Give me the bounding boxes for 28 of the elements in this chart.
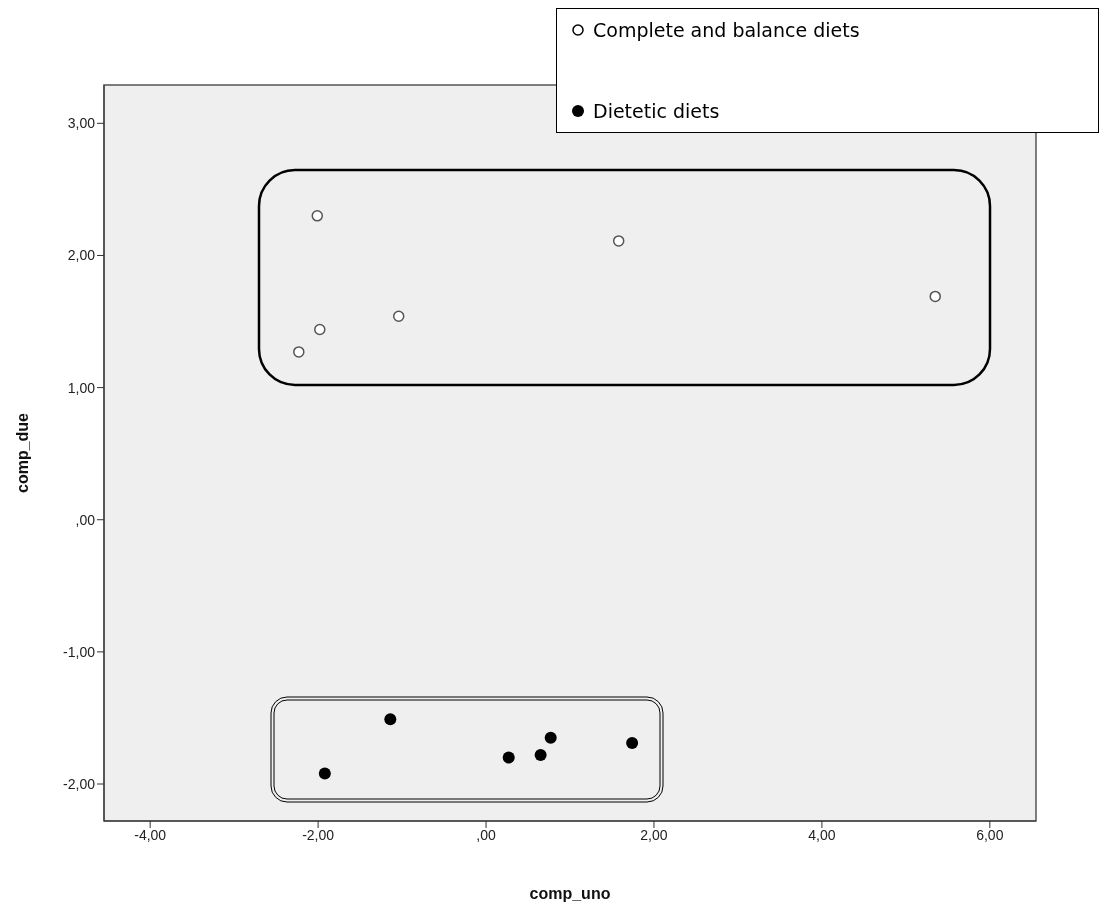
point [293,346,305,358]
x-tick-label: -4,00 [134,826,167,843]
point [311,210,324,222]
y-tick-label: 3,00 [67,115,96,132]
point [384,713,397,726]
y-tick-label: 1,00 [67,379,96,396]
point [929,290,941,303]
y-tick-label: ,00 [75,511,96,528]
point [534,748,547,761]
point [502,751,515,764]
point [314,323,326,336]
legend-label: Complete and balance diets [593,19,860,41]
y-axis-title: comp_due [13,412,31,494]
x-tick-label: 6,00 [976,826,1004,843]
y-tick-label: -2,00 [63,775,96,792]
point [544,731,557,744]
point [612,235,625,247]
x-tick-label: ,00 [476,826,496,843]
x-tick-label: 4,00 [808,826,836,843]
y-tick-label: -1,00 [63,643,96,660]
point [626,737,639,750]
x-tick-label: -2,00 [302,826,335,843]
x-axis-title: comp_uno [529,885,611,902]
point [392,310,405,322]
y-tick-label: 2,00 [67,247,96,264]
point [318,767,331,780]
x-tick-label: 2,00 [640,826,668,843]
legend-label: Dietetic diets [593,100,720,122]
